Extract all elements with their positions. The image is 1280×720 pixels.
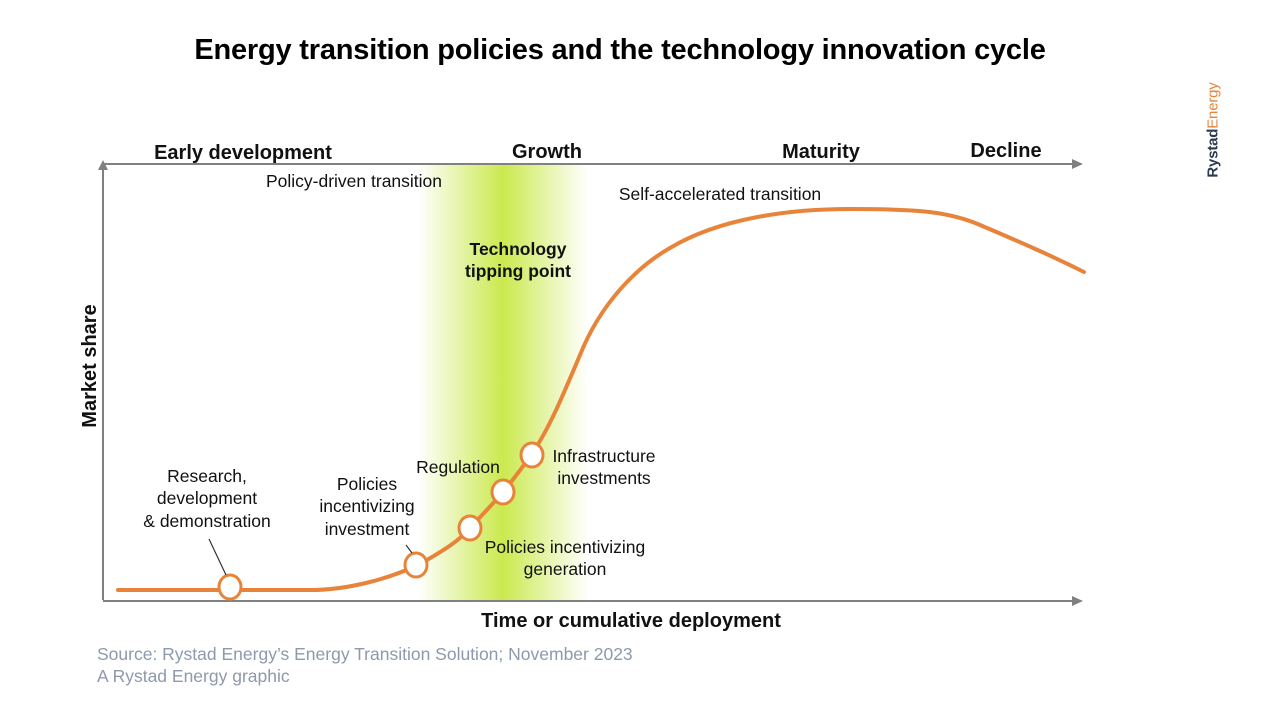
- source-line: Source: Rystad Energy’s Energy Transitio…: [97, 644, 633, 664]
- leader-lines: [208, 538, 413, 576]
- source-note: Source: Rystad Energy’s Energy Transitio…: [97, 643, 633, 687]
- marker-research: [217, 573, 243, 601]
- x-axis-title: Time or cumulative deployment: [481, 610, 781, 632]
- marker-policies-generation: [457, 514, 483, 542]
- credit-line: A Rystad Energy graphic: [97, 666, 290, 686]
- marker-regulation: [490, 478, 516, 506]
- marker-policies-investment: [403, 551, 429, 579]
- policies-generation-label-line1: Policies incentivizing: [485, 537, 646, 557]
- tipping-point-label-line1: Technology: [470, 239, 567, 259]
- chart-title: Energy transition policies and the techn…: [194, 34, 1046, 66]
- tipping-point-label-line2: tipping point: [465, 261, 571, 281]
- policy-driven-label: Policy-driven transition: [266, 171, 442, 191]
- y-axis-title: Market share: [79, 304, 101, 427]
- policies-generation-label-line2: generation: [524, 559, 607, 579]
- innovation-s-curve: [116, 206, 1086, 592]
- leader-research: [208, 538, 227, 576]
- milestone-markers: [217, 441, 545, 601]
- x-axis-arrow: [1072, 596, 1083, 606]
- policies-investment-label-line1: Policies: [337, 474, 398, 494]
- policies-investment-label-line3: investment: [325, 519, 410, 539]
- research-label-line2: development: [157, 488, 257, 508]
- phase-early-development: Early development: [154, 142, 332, 164]
- leader-policies-investment: [405, 544, 413, 554]
- marker-infrastructure: [519, 441, 545, 469]
- phase-decline: Decline: [970, 140, 1041, 162]
- self-accelerated-label: Self-accelerated transition: [619, 184, 821, 204]
- tipping-point-band: [418, 165, 588, 600]
- phase-maturity: Maturity: [782, 141, 861, 163]
- axes: [98, 159, 1083, 606]
- phase-growth: Growth: [512, 141, 582, 163]
- top-phase-axis-arrow: [1072, 159, 1083, 169]
- regulation-label: Regulation: [416, 457, 500, 477]
- infrastructure-label-line2: investments: [557, 468, 651, 488]
- policies-investment-label-line2: incentivizing: [319, 496, 414, 516]
- research-label-line1: Research,: [167, 466, 247, 486]
- research-label-line3: & demonstration: [143, 511, 270, 531]
- infrastructure-label-line1: Infrastructure: [552, 446, 655, 466]
